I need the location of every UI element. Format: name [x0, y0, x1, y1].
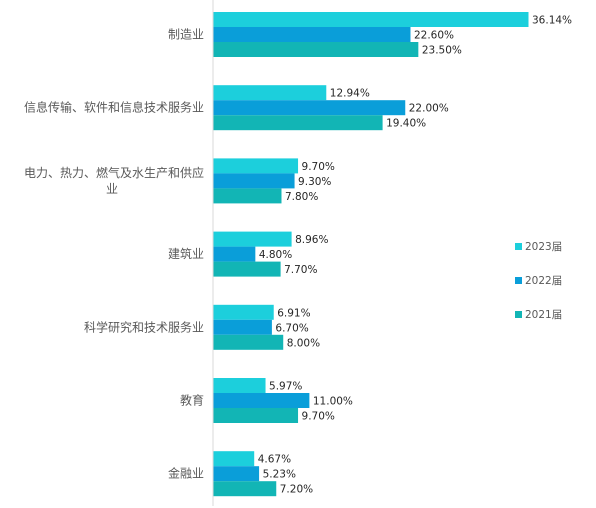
value-label: 9.70% [302, 161, 335, 173]
category-label: 教育 [180, 393, 204, 408]
value-label: 7.80% [285, 191, 318, 203]
value-label: 7.20% [280, 484, 313, 496]
bar-2023届-4 [213, 304, 274, 320]
bar-2023届-1 [213, 85, 327, 101]
value-label: 9.70% [302, 411, 335, 423]
legend-label: 2022届 [525, 275, 562, 287]
bar-2021届-3 [213, 261, 281, 277]
value-labels-layer: 36.14% 22.60% 23.50% 12.94% 22.00% 19.40% 9.70… [258, 15, 572, 496]
legend-label: 2021届 [525, 309, 562, 321]
category-label: 电力、热力、燃气及水生产和供应业 [24, 165, 204, 196]
bar-2021届-1 [213, 115, 383, 131]
bar-2022届-4 [213, 319, 272, 335]
value-label: 22.00% [409, 103, 449, 115]
bar-2023届-0 [213, 12, 529, 27]
value-label: 8.00% [287, 337, 320, 349]
bar-2022届-5 [213, 393, 310, 408]
value-label: 7.70% [284, 264, 317, 276]
value-label: 36.14% [532, 15, 572, 27]
value-label: 8.96% [295, 234, 328, 246]
legend: 2023届 2022届 2021届 [515, 241, 562, 321]
bar-2022届-0 [213, 27, 411, 42]
value-label: 9.30% [298, 176, 331, 188]
bar-2023届-2 [213, 158, 299, 174]
category-label: 科学研究和技术服务业 [84, 319, 204, 334]
category-label: 建筑业 [168, 246, 204, 261]
legend-swatch [515, 277, 522, 284]
bar-2022届-6 [213, 466, 260, 482]
value-label: 23.50% [422, 45, 462, 57]
bar-2023届-3 [213, 231, 292, 247]
category-label: 金融业 [168, 466, 204, 481]
bar-2023届-5 [213, 378, 266, 393]
bar-2021届-2 [213, 188, 282, 204]
value-label: 6.70% [275, 322, 308, 334]
bar-2021届-6 [213, 481, 277, 497]
value-label: 22.60% [414, 30, 454, 42]
category-label: 制造业 [168, 28, 204, 42]
value-label: 5.23% [263, 469, 296, 481]
category-labels-layer: 制造业信息传输、软件和信息技术服务业电力、热力、燃气及水生产和供应业建筑业科学研… [24, 28, 204, 481]
value-label: 19.40% [386, 118, 426, 130]
value-label: 5.97% [269, 381, 302, 393]
bar-2021届-5 [213, 408, 299, 423]
value-label: 12.94% [330, 88, 370, 100]
bar-2022届-1 [213, 100, 406, 116]
bar-2021届-0 [213, 42, 419, 57]
bar-2023届-6 [213, 451, 255, 467]
legend-swatch [515, 311, 522, 318]
value-label: 11.00% [313, 396, 353, 408]
bar-2021届-4 [213, 334, 284, 350]
bars-layer [213, 12, 529, 497]
value-label: 4.80% [259, 249, 292, 261]
value-label: 6.91% [277, 307, 310, 319]
bar-2022届-3 [213, 246, 256, 262]
bar-2022届-2 [213, 173, 295, 189]
legend-label: 2023届 [525, 241, 562, 253]
category-label: 信息传输、软件和信息技术服务业 [24, 100, 204, 115]
legend-swatch [515, 243, 522, 250]
value-label: 4.67% [258, 454, 291, 466]
